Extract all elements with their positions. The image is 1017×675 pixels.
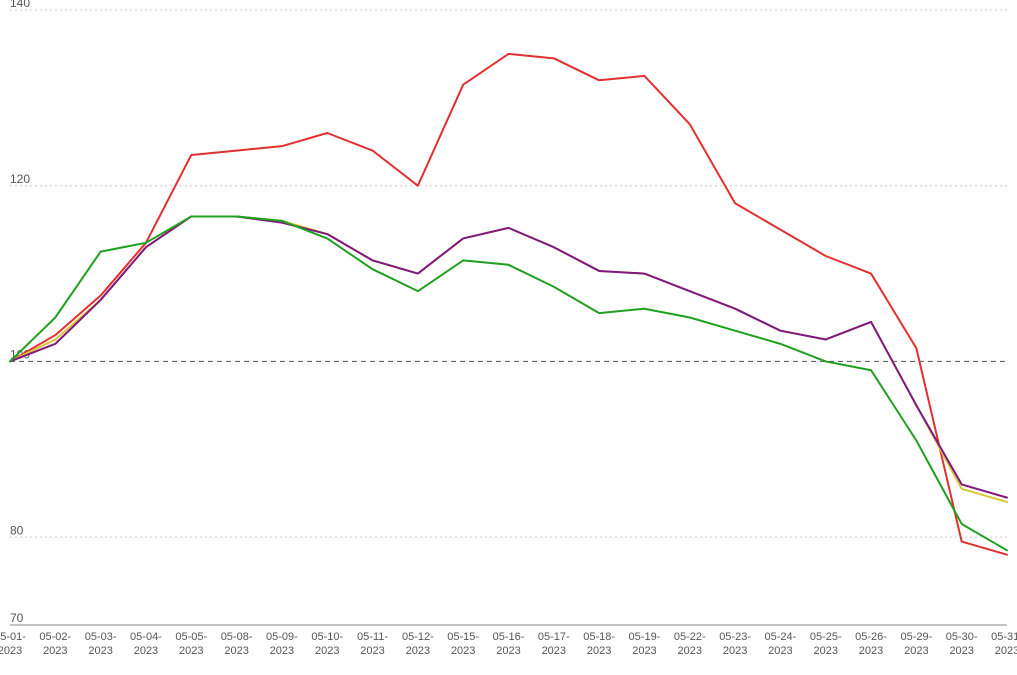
x-tick-label: 05-05- [175,631,207,643]
x-tick-label: 05-18- [583,631,615,643]
x-tick-label: 05-04- [130,631,162,643]
x-tick-label: 2023 [496,645,520,657]
x-tick-label: 2023 [813,645,837,657]
y-tick-label: 120 [10,172,30,186]
x-tick-label: 2023 [179,645,203,657]
x-tick-label: 2023 [0,645,22,657]
x-tick-label: 05-10- [311,631,343,643]
x-tick-label: 05-19- [629,631,661,643]
x-tick-label: 2023 [678,645,702,657]
x-tick-label: 2023 [768,645,792,657]
x-tick-label: 05-23- [719,631,751,643]
x-tick-label: 2023 [542,645,566,657]
x-tick-label: 05-17- [538,631,570,643]
x-tick-label: 2023 [224,645,248,657]
x-tick-label: 2023 [43,645,67,657]
x-tick-label: 2023 [315,645,339,657]
x-tick-label: 05-25- [810,631,842,643]
x-tick-label: 2023 [451,645,475,657]
x-tick-label: 2023 [632,645,656,657]
x-tick-label: 2023 [134,645,158,657]
x-tick-label: 05-24- [765,631,797,643]
x-tick-label: 2023 [859,645,883,657]
x-tick-label: 05-11- [357,631,388,643]
y-tick-label: 80 [10,523,24,537]
x-tick-label: 05-12- [402,631,434,643]
x-tick-label: 05-01- [0,631,26,643]
y-tick-label: 140 [10,0,30,10]
x-tick-label: 2023 [406,645,430,657]
x-tick-label: 05-26- [855,631,887,643]
x-tick-label: 05-31- [991,631,1017,643]
x-tick-label: 2023 [995,645,1017,657]
y-tick-label: 70 [10,611,24,625]
x-tick-label: 05-09- [266,631,298,643]
x-tick-label: 2023 [587,645,611,657]
x-tick-label: 05-29- [900,631,932,643]
chart-svg: 708010012014005-01-202305-02-202305-03-2… [0,0,1017,675]
x-tick-label: 05-30- [946,631,978,643]
x-tick-label: 05-16- [493,631,525,643]
x-tick-label: 2023 [723,645,747,657]
x-tick-label: 2023 [88,645,112,657]
x-tick-label: 05-08- [221,631,253,643]
x-tick-label: 2023 [949,645,973,657]
x-tick-label: 2023 [360,645,384,657]
x-tick-label: 05-02- [39,631,71,643]
x-tick-label: 2023 [270,645,294,657]
x-tick-label: 2023 [904,645,928,657]
x-tick-label: 05-15- [447,631,479,643]
x-tick-label: 05-22- [674,631,706,643]
x-tick-label: 05-03- [85,631,117,643]
line-chart: 708010012014005-01-202305-02-202305-03-2… [0,0,1017,675]
